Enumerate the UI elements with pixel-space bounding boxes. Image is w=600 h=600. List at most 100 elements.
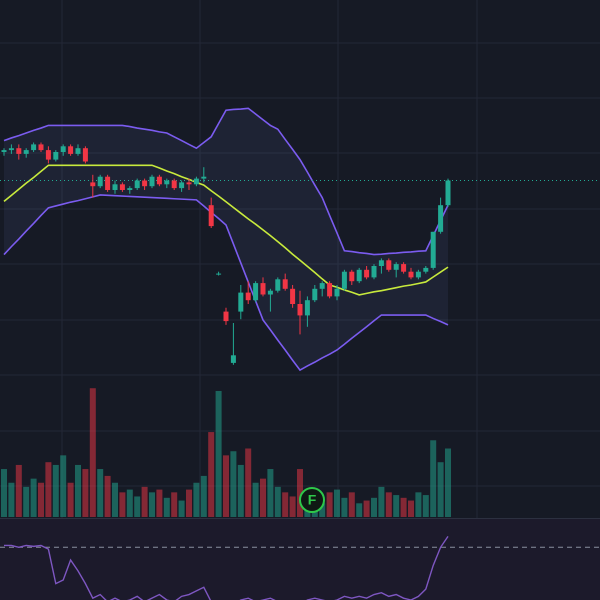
candle-body	[193, 178, 199, 185]
event-circle	[299, 487, 325, 513]
volume-bar	[363, 500, 370, 517]
rsi-pane	[0, 519, 600, 600]
candle-body	[282, 279, 288, 289]
volume-bar	[23, 486, 30, 517]
rsi-line	[4, 535, 449, 600]
candle-body	[438, 205, 444, 232]
candle-body	[304, 300, 310, 316]
volume-bar	[67, 482, 74, 517]
volume-bar	[326, 492, 333, 517]
candle-body	[334, 288, 340, 297]
candle-body	[82, 148, 88, 162]
candle-body	[290, 288, 296, 304]
volume-bar	[1, 469, 7, 517]
candle-body	[53, 152, 59, 160]
candle-body	[445, 180, 451, 206]
volume-bar	[200, 475, 207, 517]
candle-body	[267, 290, 273, 295]
candle-body	[164, 180, 170, 185]
candle-body	[349, 271, 355, 282]
candle-body	[60, 146, 66, 152]
volume-bar	[393, 495, 400, 517]
volume-bar	[430, 440, 437, 517]
candle-body	[423, 267, 429, 272]
candle-body	[134, 180, 140, 189]
basis-line	[3, 164, 449, 296]
volume-bar	[422, 495, 429, 517]
candle-body	[386, 260, 392, 270]
candle-body	[356, 269, 362, 282]
volume-bar	[252, 482, 259, 517]
candle-body	[245, 292, 251, 301]
volume-bar	[348, 492, 355, 517]
volume-bar	[193, 482, 200, 517]
upper-band	[3, 107, 449, 256]
event-label: F	[308, 492, 317, 508]
band-fill	[4, 108, 448, 371]
volume-bar	[52, 464, 59, 517]
volume-bar	[408, 500, 414, 517]
volume-bar	[445, 448, 451, 517]
volume-bar	[415, 492, 422, 517]
volume-bar	[60, 455, 67, 517]
volume-bar	[237, 464, 244, 517]
volume-bar	[119, 492, 126, 517]
candle-body	[341, 271, 347, 289]
candle-body	[171, 180, 177, 189]
candle-body	[16, 148, 22, 154]
volume-bar	[30, 478, 37, 517]
volume-bar	[341, 497, 348, 517]
candle-body	[186, 182, 192, 185]
volume-bar	[97, 469, 104, 517]
volume-bar	[215, 390, 222, 517]
volume-bar	[208, 432, 215, 517]
candle-body	[253, 283, 259, 301]
volume-bar	[134, 496, 141, 517]
volume-bar	[163, 497, 170, 517]
candle-body	[179, 182, 185, 189]
candle-body	[393, 264, 399, 270]
candle-body	[75, 148, 81, 154]
candle-body	[230, 355, 236, 363]
plot	[0, 107, 600, 600]
volume-bar	[400, 497, 407, 517]
candle-body	[415, 271, 421, 278]
candle-body	[275, 279, 281, 291]
candle-body	[201, 176, 207, 179]
candle-body	[8, 148, 14, 151]
volume-bar	[245, 448, 252, 517]
volume-bar	[149, 492, 155, 517]
candle-body	[127, 188, 133, 190]
volume-bar	[141, 486, 148, 517]
volume-bar	[274, 486, 281, 517]
candle-body	[156, 176, 162, 185]
volume-bar	[126, 489, 133, 517]
volume-bar	[260, 478, 266, 517]
lower-band	[3, 194, 449, 372]
volume-bar	[178, 500, 185, 517]
candle-body	[327, 283, 333, 297]
candle-body	[312, 288, 318, 301]
candle-body	[112, 184, 118, 190]
volume-bar	[15, 464, 22, 517]
candle-body	[408, 271, 414, 278]
volume-bar	[230, 451, 237, 517]
candle-body	[260, 283, 266, 295]
volume-bar	[297, 469, 303, 517]
volume-bar	[75, 464, 81, 517]
volume-bar	[289, 496, 296, 517]
volume-bar	[282, 492, 289, 517]
candle-body	[149, 176, 155, 187]
candle-body	[1, 150, 7, 152]
volume-bar	[371, 497, 377, 517]
candle-body	[223, 311, 229, 322]
candle-body	[142, 180, 148, 187]
candle-body	[297, 304, 303, 316]
volume-bar	[82, 469, 89, 517]
volume-bar	[385, 492, 392, 517]
volume-bar	[319, 503, 326, 517]
volume-bar	[437, 462, 444, 517]
candle-body	[90, 182, 96, 187]
volume-bar	[112, 482, 118, 517]
volume-bar	[223, 455, 229, 517]
